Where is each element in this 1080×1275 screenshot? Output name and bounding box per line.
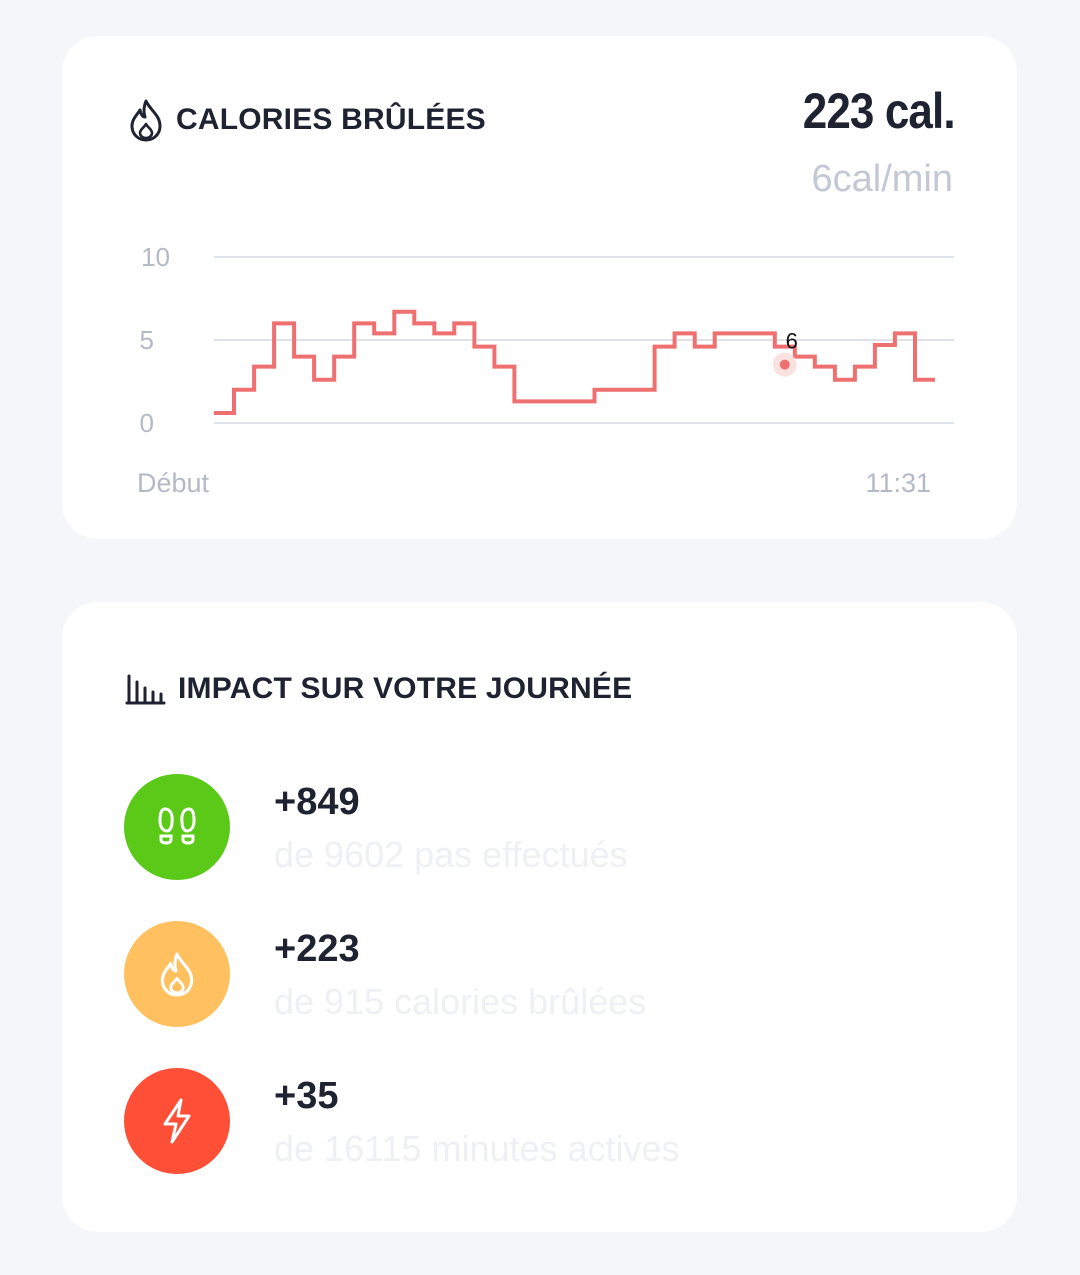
- calorie-rate: 6cal/min: [811, 158, 954, 200]
- active-minutes-circle: [124, 1068, 230, 1174]
- highlight-point: [779, 359, 790, 370]
- impact-title: IMPACT SUR VOTRE JOURNÉE: [178, 672, 633, 705]
- lightning-icon: [163, 1098, 191, 1144]
- calories-description: de 915 calories brûlées: [274, 981, 647, 1022]
- calories-value: +223: [274, 928, 360, 970]
- impact-item-active-minutes: +35 de 16115 minutes actives: [124, 1068, 680, 1174]
- bar-chart-icon: [125, 674, 166, 705]
- total-calories: 223 cal.: [803, 83, 956, 139]
- y-tick-5: 5: [140, 325, 154, 355]
- y-tick-0: 0: [140, 408, 154, 438]
- calories-chart: 10 5 0 6 Début 11:31: [137, 242, 954, 498]
- flame-icon: [160, 952, 194, 997]
- highlight-value-label: 6: [786, 329, 798, 354]
- steps-description: de 9602 pas effectués: [274, 834, 628, 875]
- calories-circle: [124, 921, 230, 1027]
- flame-icon: [130, 99, 162, 142]
- steps-circle: [124, 774, 230, 880]
- impact-header: IMPACT SUR VOTRE JOURNÉE: [124, 672, 632, 706]
- steps-value: +849: [274, 781, 360, 823]
- calories-card: CALORIES BRÛLÉES 223 cal. 6cal/min 10 5 …: [62, 36, 1017, 539]
- y-tick-10: 10: [141, 242, 170, 272]
- calorie-step-line: [214, 309, 935, 415]
- footprints-icon: [158, 807, 196, 845]
- calories-title: CALORIES BRÛLÉES: [176, 103, 486, 136]
- calories-header: CALORIES BRÛLÉES: [128, 98, 486, 142]
- impact-card: IMPACT SUR VOTRE JOURNÉE +849 de 9602 pa…: [62, 602, 1017, 1232]
- active-minutes-value: +35: [274, 1075, 339, 1117]
- x-end-label: 11:31: [865, 468, 931, 498]
- x-start-label: Début: [137, 468, 210, 498]
- impact-item-calories: +223 de 915 calories brûlées: [124, 921, 646, 1027]
- active-minutes-description: de 16115 minutes actives: [274, 1128, 680, 1169]
- impact-item-steps: +849 de 9602 pas effectués: [124, 774, 628, 880]
